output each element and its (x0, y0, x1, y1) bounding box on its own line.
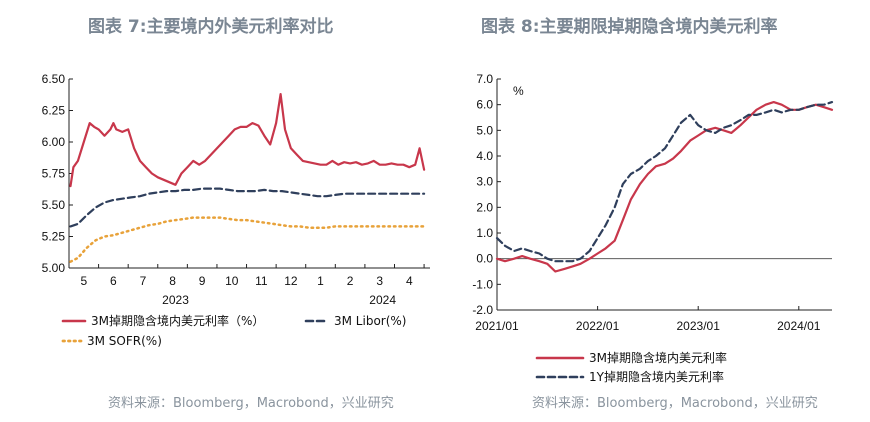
chart7-y-tick-label: 5.00 (42, 261, 66, 275)
chart7-legend-label: 3M Libor(%) (334, 314, 406, 328)
chart8-y-tick-label: 7.0 (476, 72, 493, 86)
chart8-y-tick-label: 0.0 (476, 252, 493, 266)
chart7-y-tick-label: 6.25 (42, 104, 66, 118)
chart8-y-tick-label: 2.0 (476, 200, 493, 214)
chart7-legend-label: 3M SOFR(%) (87, 334, 162, 348)
chart7-y-tick-label: 6.50 (42, 72, 66, 86)
chart7-x-tick-label: 4 (406, 274, 413, 288)
chart8-y-tick-label: 6.0 (476, 98, 493, 112)
chart7-x-tick-label: 9 (199, 274, 206, 288)
chart7-year-label: 2023 (162, 293, 189, 307)
chart7-x-tick-label: 11 (255, 274, 268, 288)
chart7-x-tick-label: 8 (169, 274, 176, 288)
chart8-series-line (495, 100, 834, 263)
chart8-x-tick-label: 2023/01 (677, 319, 721, 333)
chart7-title: 图表 7:主要境内外美元利率对比 (88, 17, 334, 37)
chart8-y-tick-label: 4.0 (476, 149, 493, 163)
chart8-y-tick-label: -2.0 (472, 303, 493, 317)
chart7-x-tick-label: 2 (347, 274, 354, 288)
chart8-y-tick-label: 5.0 (476, 123, 493, 137)
chart7-x-tick-label: 3 (376, 274, 383, 288)
chart8-source: 资料来源：Bloomberg，Macrobond，兴业研究 (532, 396, 818, 411)
chart8-legend-label: 1Y掉期隐含境内美元利率 (589, 369, 724, 384)
chart8-x-tick-label: 2024/01 (777, 319, 821, 333)
chart7-x-tick-label: 7 (140, 274, 147, 288)
chart7-x-tick-label: 1 (317, 274, 324, 288)
chart7-year-label: 2024 (369, 293, 396, 307)
chart7-x-tick-label: 5 (80, 274, 87, 288)
chart7-y-tick-label: 5.50 (42, 198, 66, 212)
chart7-series-line (69, 187, 426, 228)
chart8-y-tick-label: 3.0 (476, 175, 493, 189)
chart8-legend-label: 3M掉期隐含境内美元利率 (589, 350, 727, 365)
chart7-y-tick-label: 5.75 (42, 167, 66, 181)
chart7-y-tick-label: 5.25 (42, 230, 66, 244)
chart8-y-tick-label: -1.0 (472, 277, 493, 291)
chart7-x-tick-label: 10 (225, 274, 239, 288)
chart7-legend-label: 3M掉期隐含境内美元利率（%） (91, 313, 264, 328)
chart8-y-unit-label: % (513, 84, 524, 98)
chart7-series-line (69, 92, 426, 188)
chart8-x-tick-label: 2021/01 (475, 319, 519, 333)
chart7-x-tick-label: 6 (110, 274, 117, 288)
chart8-x-tick-label: 2022/01 (576, 319, 620, 333)
chart7-x-tick-label: 12 (284, 274, 298, 288)
chart8-y-tick-label: 1.0 (476, 226, 493, 240)
chart7-y-tick-label: 6.00 (42, 135, 66, 149)
chart7-source: 资料来源：Bloomberg，Macrobond，兴业研究 (108, 396, 394, 411)
chart8-title: 图表 8:主要期限掉期隐含境内美元利率 (481, 17, 778, 37)
chart8-series-line (495, 100, 834, 273)
chart7-series-line (69, 216, 426, 263)
